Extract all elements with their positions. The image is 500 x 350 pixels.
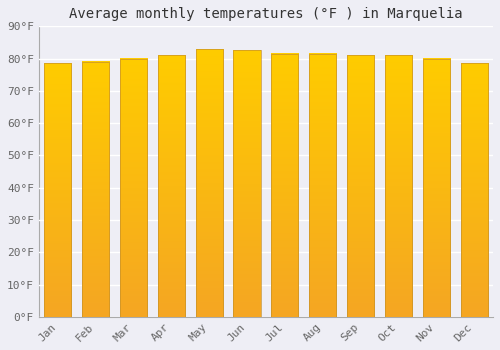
Title: Average monthly temperatures (°F ) in Marquelia: Average monthly temperatures (°F ) in Ma…: [69, 7, 462, 21]
Bar: [158, 55, 185, 317]
Bar: [271, 54, 298, 317]
Bar: [385, 55, 412, 317]
Bar: [120, 58, 147, 317]
Bar: [44, 63, 72, 317]
Bar: [309, 54, 336, 317]
Bar: [196, 49, 223, 317]
Bar: [347, 55, 374, 317]
Bar: [422, 58, 450, 317]
Bar: [82, 62, 109, 317]
Bar: [234, 50, 260, 317]
Bar: [460, 63, 488, 317]
